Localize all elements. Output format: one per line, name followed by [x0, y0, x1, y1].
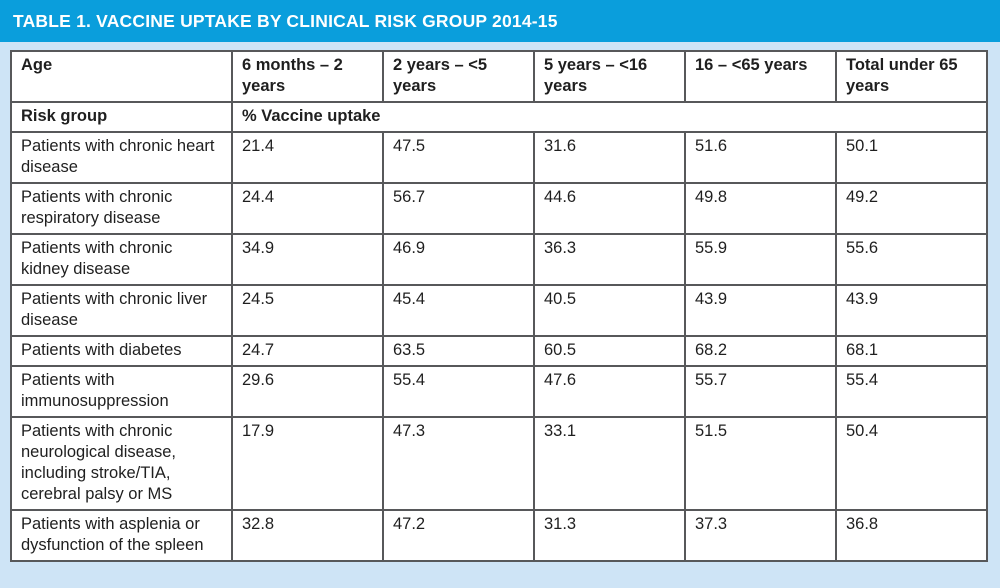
uptake-value: 46.9: [382, 233, 535, 286]
uptake-value: 43.9: [835, 284, 988, 337]
uptake-value: 50.1: [835, 131, 988, 184]
uptake-value: 68.1: [835, 335, 988, 367]
risk-group-label: Patients with chronic liver disease: [10, 284, 233, 337]
risk-group-label: Patients with chronic respiratory diseas…: [10, 182, 233, 235]
uptake-value: 24.7: [231, 335, 384, 367]
table-container: Age 6 months – 2 years 2 years – <5 year…: [10, 50, 988, 562]
uptake-value: 50.4: [835, 416, 988, 511]
column-header-age: Age: [10, 50, 233, 103]
risk-group-label: Patients with chronic kidney disease: [10, 233, 233, 286]
vaccine-uptake-header: % Vaccine uptake: [231, 101, 988, 133]
uptake-value: 24.5: [231, 284, 384, 337]
age-header-row: Age 6 months – 2 years 2 years – <5 year…: [10, 50, 988, 103]
uptake-value: 60.5: [533, 335, 686, 367]
risk-group-label: Patients with chronic heart disease: [10, 131, 233, 184]
risk-group-label: Patients with immunosuppression: [10, 365, 233, 418]
risk-group-header: Risk group: [10, 101, 233, 133]
uptake-value: 17.9: [231, 416, 384, 511]
uptake-value: 36.8: [835, 509, 988, 562]
table-row: Patients with diabetes 24.7 63.5 60.5 68.2 68…: [10, 335, 988, 367]
table-row: Patients with chronic liver disease 24.5 4…: [10, 284, 988, 337]
table-row: Patients with chronic neurological disea…: [10, 416, 988, 511]
risk-group-header-row: Risk group % Vaccine uptake: [10, 101, 988, 133]
uptake-value: 40.5: [533, 284, 686, 337]
table-row: Patients with immunosuppression 29.6 55.4 4…: [10, 365, 988, 418]
uptake-value: 68.2: [684, 335, 837, 367]
table-row: Patients with chronic respiratory diseas…: [10, 182, 988, 235]
uptake-value: 49.2: [835, 182, 988, 235]
uptake-value: 56.7: [382, 182, 535, 235]
uptake-value: 55.4: [382, 365, 535, 418]
risk-group-label: Patients with diabetes: [10, 335, 233, 367]
uptake-value: 55.4: [835, 365, 988, 418]
uptake-value: 36.3: [533, 233, 686, 286]
uptake-value: 24.4: [231, 182, 384, 235]
uptake-value: 45.4: [382, 284, 535, 337]
table-title: TABLE 1. VACCINE UPTAKE BY CLINICAL RISK…: [13, 11, 558, 31]
uptake-value: 31.3: [533, 509, 686, 562]
column-header-5y-16y: 5 years – <16 years: [533, 50, 686, 103]
column-header-16y-65y: 16 – <65 years: [684, 50, 837, 103]
risk-group-label: Patients with chronic neurological disea…: [10, 416, 233, 511]
uptake-value: 44.6: [533, 182, 686, 235]
column-header-2y-5y: 2 years – <5 years: [382, 50, 535, 103]
uptake-value: 51.5: [684, 416, 837, 511]
uptake-value: 33.1: [533, 416, 686, 511]
table-title-bar: TABLE 1. VACCINE UPTAKE BY CLINICAL RISK…: [0, 0, 1000, 42]
uptake-value: 49.8: [684, 182, 837, 235]
uptake-value: 34.9: [231, 233, 384, 286]
uptake-value: 37.3: [684, 509, 837, 562]
vaccine-uptake-table: Age 6 months – 2 years 2 years – <5 year…: [10, 50, 988, 562]
page: TABLE 1. VACCINE UPTAKE BY CLINICAL RISK…: [0, 0, 1000, 562]
column-header-6m-2y: 6 months – 2 years: [231, 50, 384, 103]
uptake-value: 21.4: [231, 131, 384, 184]
column-header-total-under-65: Total under 65 years: [835, 50, 988, 103]
uptake-value: 55.9: [684, 233, 837, 286]
table-row: Patients with chronic kidney disease 34.9…: [10, 233, 988, 286]
uptake-value: 47.2: [382, 509, 535, 562]
table-row: Patients with chronic heart disease 21.4 4…: [10, 131, 988, 184]
risk-group-label: Patients with asplenia or dysfunction of…: [10, 509, 233, 562]
table-body: Patients with chronic heart disease 21.4 4…: [10, 131, 988, 562]
uptake-value: 29.6: [231, 365, 384, 418]
table-row: Patients with asplenia or dysfunction of…: [10, 509, 988, 562]
uptake-value: 31.6: [533, 131, 686, 184]
uptake-value: 47.5: [382, 131, 535, 184]
uptake-value: 47.6: [533, 365, 686, 418]
uptake-value: 51.6: [684, 131, 837, 184]
uptake-value: 32.8: [231, 509, 384, 562]
uptake-value: 47.3: [382, 416, 535, 511]
uptake-value: 43.9: [684, 284, 837, 337]
uptake-value: 63.5: [382, 335, 535, 367]
uptake-value: 55.7: [684, 365, 837, 418]
table-header: Age 6 months – 2 years 2 years – <5 year…: [10, 50, 988, 133]
uptake-value: 55.6: [835, 233, 988, 286]
